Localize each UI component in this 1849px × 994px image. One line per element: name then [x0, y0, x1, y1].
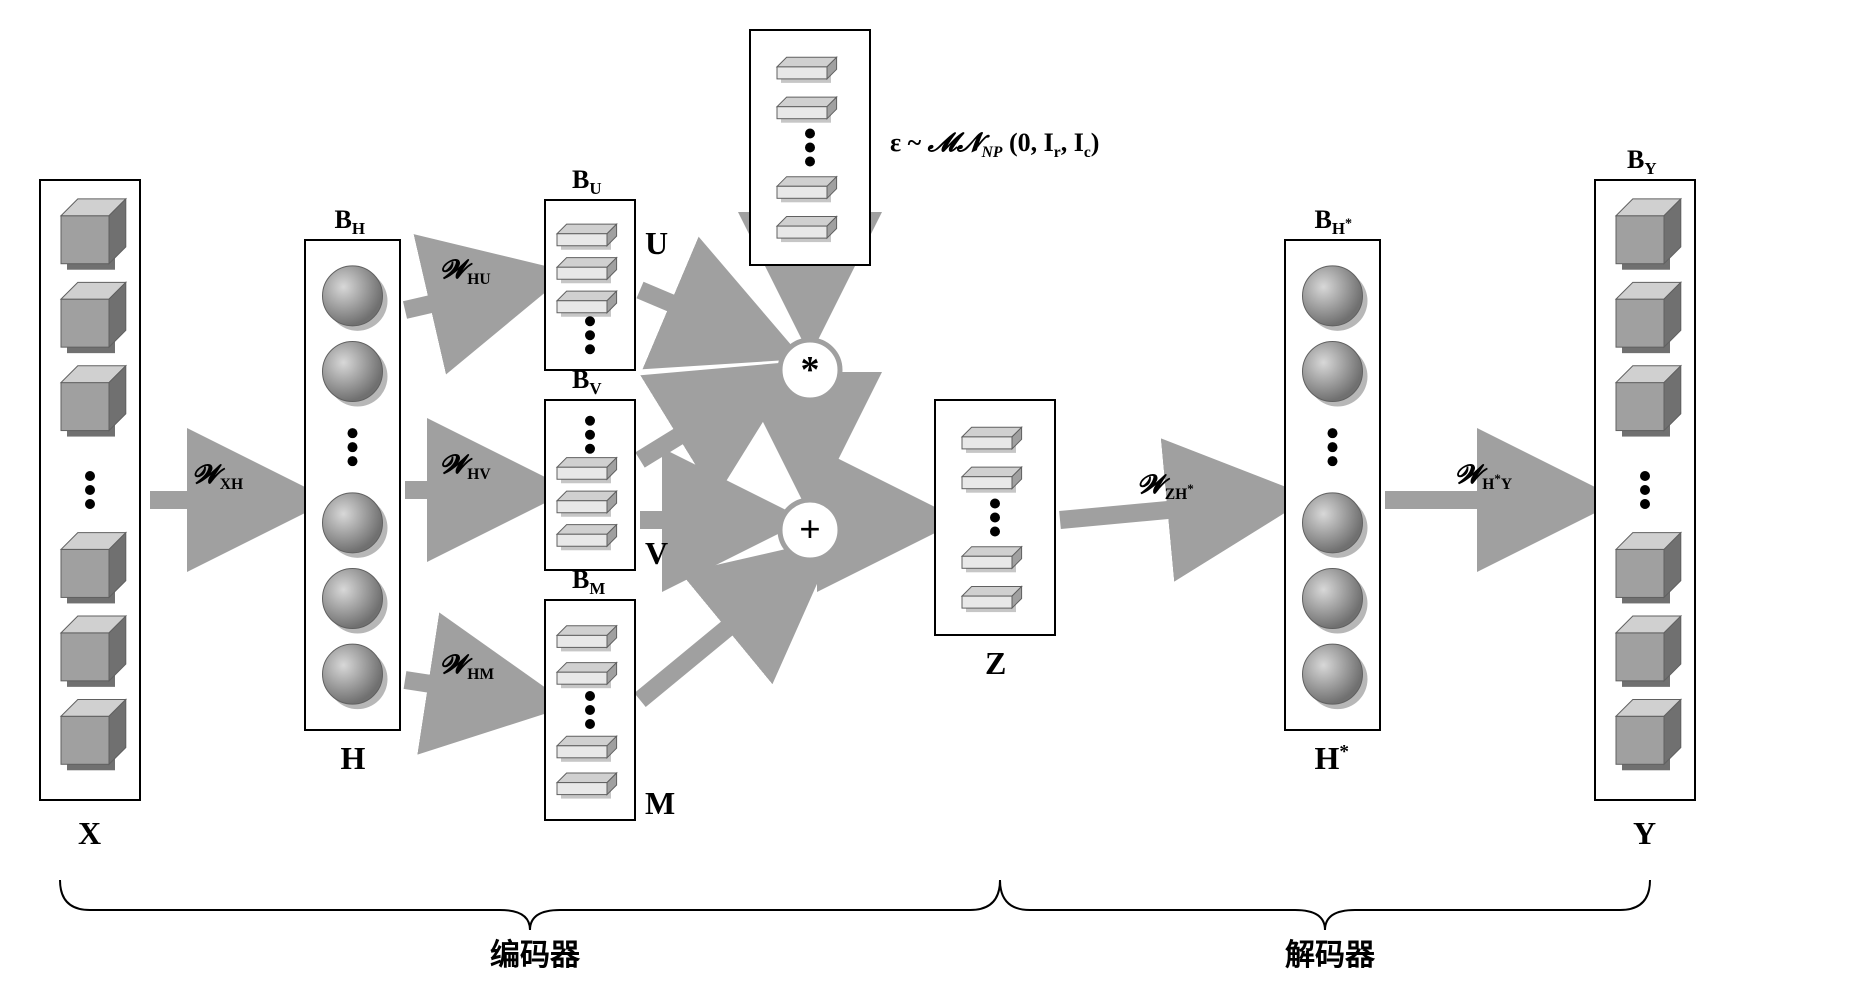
node-Hstar	[1285, 240, 1380, 730]
node-eps	[750, 30, 870, 265]
node-H	[305, 240, 400, 730]
edge-V-mult	[640, 380, 770, 460]
bias-label-U: BU	[572, 165, 602, 199]
svg-text:+: +	[799, 509, 821, 551]
node-Z	[935, 400, 1055, 635]
node-label-X: X	[78, 815, 101, 852]
edge-M-plus	[640, 560, 810, 700]
bias-label-M: BM	[572, 565, 605, 599]
brace-label: 编码器	[490, 930, 580, 974]
op-plus: +	[780, 500, 840, 560]
node-label-U: U	[645, 225, 668, 262]
brace-label: 解码器	[1285, 930, 1375, 974]
node-Y	[1595, 180, 1695, 800]
brace	[60, 880, 1000, 930]
node-label-Hstar: H*	[1315, 740, 1349, 777]
edge-label-H-U: 𝓦HU	[440, 255, 491, 289]
node-label-Z: Z	[985, 645, 1006, 682]
node-label-Y: Y	[1633, 815, 1656, 852]
edge-label-Hstar-Y: 𝓦H*Y	[1455, 460, 1512, 494]
brace	[1000, 880, 1650, 930]
edge-label-H-V: 𝓦HV	[440, 450, 491, 484]
node-X	[40, 180, 140, 800]
svg-text:*: *	[801, 349, 820, 391]
bias-label-H: BH	[335, 205, 365, 239]
bias-label-Hstar: BH*	[1315, 205, 1353, 239]
node-label-V: V	[645, 535, 668, 572]
node-U	[545, 200, 635, 370]
bias-label-Y: BY	[1627, 145, 1657, 179]
edge-U-mult	[640, 290, 770, 345]
side-label-eps: ε ~ 𝓜𝓝NP (0, Ir, Ic)	[890, 128, 1099, 162]
edge-label-Z-Hstar: 𝓦ZH*	[1138, 470, 1194, 504]
edge-label-H-M: 𝓦HM	[440, 650, 494, 684]
op-mult: *	[780, 340, 840, 400]
node-label-M: M	[645, 785, 675, 822]
bias-label-V: BV	[572, 365, 602, 399]
edge-label-X-H: 𝓦XH	[193, 460, 244, 494]
node-label-H: H	[341, 740, 366, 777]
node-M	[545, 600, 635, 820]
node-V	[545, 400, 635, 570]
